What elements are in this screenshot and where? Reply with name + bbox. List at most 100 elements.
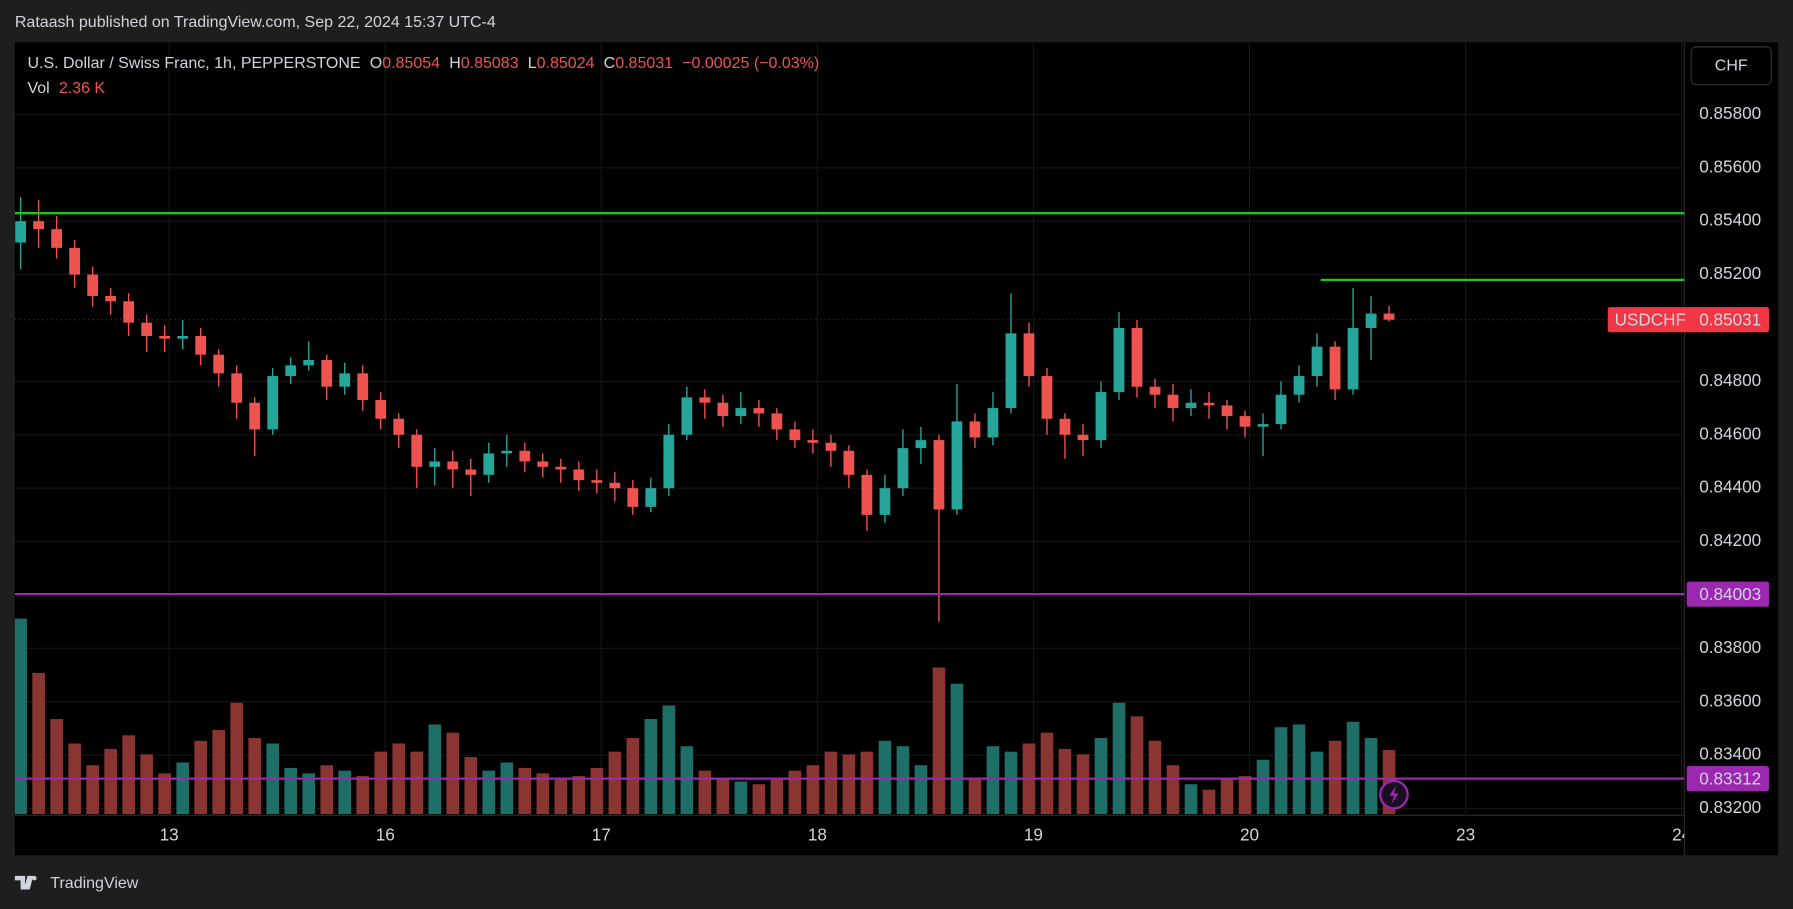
volume-bar [1328,740,1342,815]
x-axis-labels: 13 16 17 18 19 20 23 24 [160,824,1685,844]
change: −0.00025 (−0.03%) [682,55,819,72]
candle-body [339,373,351,387]
volume-bar [320,765,334,815]
volume-bar [572,776,586,815]
candle-body [33,221,45,230]
candle-body [87,274,99,296]
candle-body [447,461,459,470]
volume-bar [464,757,478,815]
candle-body [861,474,873,515]
volume-bar [1238,776,1252,815]
volume-bar [338,770,352,815]
y-tick-label: 0.83600 [1699,690,1761,710]
candle-body [735,408,747,417]
candle-body [213,354,225,374]
candle-body [501,450,513,454]
published-caption: Rataash published on TradingView.com, Se… [15,14,496,31]
volume-bar [806,765,820,815]
candle-body [555,466,567,470]
candle-body [321,360,333,387]
currency-button[interactable] [1690,46,1772,86]
candle-body [951,421,963,510]
candle-body [303,360,315,366]
volume-bar [770,778,784,815]
x-tick-label: 13 [160,824,179,844]
last-price-tag [1607,307,1769,333]
candle-body [375,400,387,419]
volume-bar [896,746,910,815]
candle-body [393,418,405,435]
volume-bar [1310,751,1324,815]
candle-body [141,322,153,336]
volume-bar [140,754,153,815]
y-tick-label: 0.85800 [1699,103,1761,123]
candle-body [51,229,63,248]
volume-bar [752,784,766,815]
x-tick-label: 23 [1456,824,1475,844]
volume-bar [698,770,712,815]
volume-bar [428,724,442,815]
volume-bar [626,738,640,815]
volume-bar [104,748,117,815]
volume-bar [86,765,99,815]
volume-bar [356,776,370,815]
volume-bar [1004,751,1018,815]
candle-body [69,247,81,275]
ohlc-value: 0.85031 [615,55,673,72]
candle-body [1185,402,1197,409]
volume-bar [1076,754,1090,815]
volume-bar [842,754,856,815]
candle-body [807,440,819,443]
volume-bar [1148,740,1162,815]
candle-body [483,453,495,475]
volume-bar [32,672,45,815]
candle-body [1005,333,1017,409]
currency-button-label[interactable]: CHF [1715,58,1748,75]
candle-body [1293,376,1305,395]
volume-bar [1058,748,1072,815]
candle-body [753,408,765,414]
candle-body [825,442,837,451]
volume-bar [734,781,748,815]
candle-body [1347,327,1359,390]
volume-value: 2.36 K [59,80,106,97]
candle-body [519,450,531,462]
x-tick-label: 20 [1240,824,1259,844]
volume-bar [1220,778,1234,815]
candle-body [789,429,801,441]
volume-legend: Vol 2.36 K [27,80,105,97]
volume-bar [302,773,316,815]
candle-body [1131,327,1143,387]
x-tick-label: 19 [1024,824,1043,844]
candle-body [771,413,783,430]
alert-icon[interactable] [1379,779,1409,810]
volume-bar [50,719,63,815]
volume-bar [590,767,604,815]
candle-body [429,461,441,467]
volume-bar [410,751,424,815]
candle-body [1257,424,1269,427]
volume-bar [1292,724,1306,815]
candle-body [663,434,675,489]
candle-body [249,402,261,430]
volume-bar [860,751,874,815]
y-tick-label: 0.83800 [1699,637,1761,657]
candle-body [843,450,855,475]
volume-bar [554,778,568,815]
volume-bar [482,770,496,815]
candle-body [987,408,999,438]
candle-body [267,376,279,430]
volume-bar [716,778,730,815]
candle-body [285,365,297,377]
y-tick-label: 0.84800 [1699,370,1761,390]
level-tag [1686,581,1769,607]
y-tick-label: 0.84400 [1699,477,1761,497]
level-tag-label: 0.83312 [1699,768,1761,788]
y-tick-label: 0.83400 [1699,744,1761,764]
candle-body [1329,346,1341,390]
candle-body [1167,394,1179,409]
volume-bar [1112,702,1126,815]
candle-body [591,480,603,483]
